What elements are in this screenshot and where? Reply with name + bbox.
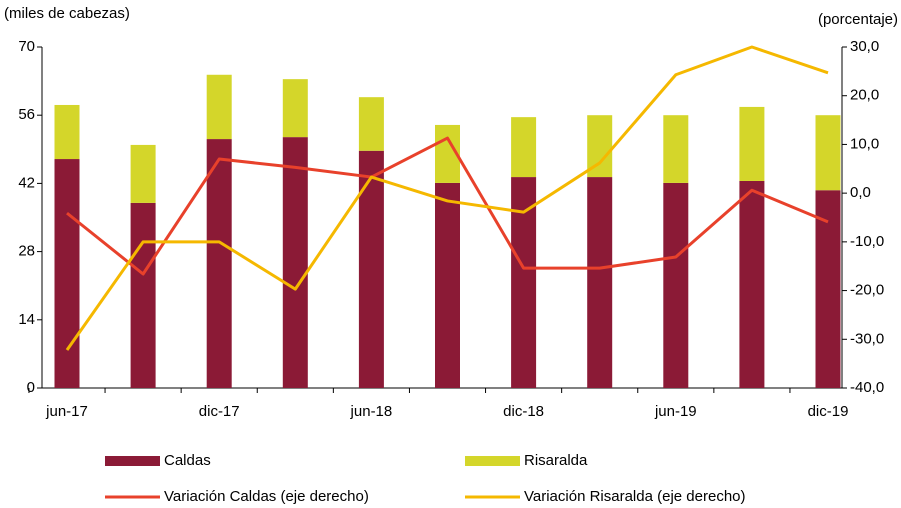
bar [815, 190, 841, 388]
y2-tick-label: 0,0 [850, 184, 871, 201]
bar [282, 79, 308, 138]
y2-tick-label: -30,0 [850, 330, 884, 347]
bar [663, 182, 689, 388]
y2-tick-label: 20,0 [850, 87, 879, 104]
legend-label: Caldas [164, 452, 211, 469]
bar [54, 104, 80, 160]
bar [206, 74, 232, 140]
x-tick-label: jun-19 [654, 403, 697, 420]
y-tick-label: 56 [18, 106, 35, 123]
y2-tick-label: -20,0 [850, 282, 884, 299]
bar [739, 106, 765, 181]
bar [587, 177, 613, 388]
x-tick-label: dic-17 [199, 403, 240, 420]
y-tick-label: 28 [18, 243, 35, 260]
y-axis-label: (miles de cabezas) [4, 5, 130, 22]
bar [358, 97, 384, 151]
y2-axis-label: (porcentaje) [818, 11, 898, 28]
bar [435, 182, 460, 388]
x-tick-label: dic-19 [808, 403, 849, 420]
bar [663, 115, 689, 183]
y-tick-label: 42 [18, 174, 35, 191]
line [65, 45, 829, 351]
y-tick-label: 0 [27, 379, 35, 396]
x-tick-label: jun-18 [350, 403, 393, 420]
y-tick-label: 14 [18, 311, 35, 328]
bar [511, 177, 537, 388]
bar [54, 159, 80, 388]
y-tick-label: 70 [18, 38, 35, 55]
bar [206, 139, 232, 388]
legend-label: Variación Caldas (eje derecho) [164, 488, 369, 505]
legend-label: Variación Risaralda (eje derecho) [524, 488, 746, 505]
y2-tick-label: -40,0 [850, 379, 884, 396]
bar [739, 180, 765, 388]
line [66, 136, 829, 276]
y2-tick-label: 30,0 [850, 38, 879, 55]
y2-tick-label: 10,0 [850, 135, 879, 152]
y2-tick-label: -10,0 [850, 233, 884, 250]
bar [511, 117, 537, 178]
bar [130, 202, 156, 388]
bar [815, 115, 841, 191]
x-tick-label: jun-17 [45, 403, 88, 420]
x-tick-label: dic-18 [503, 403, 544, 420]
bar [282, 137, 308, 388]
bar [130, 144, 156, 203]
bar [358, 150, 384, 388]
legend-label: Risaralda [524, 452, 588, 469]
legend-swatch [105, 456, 160, 466]
legend-swatch [465, 456, 520, 466]
